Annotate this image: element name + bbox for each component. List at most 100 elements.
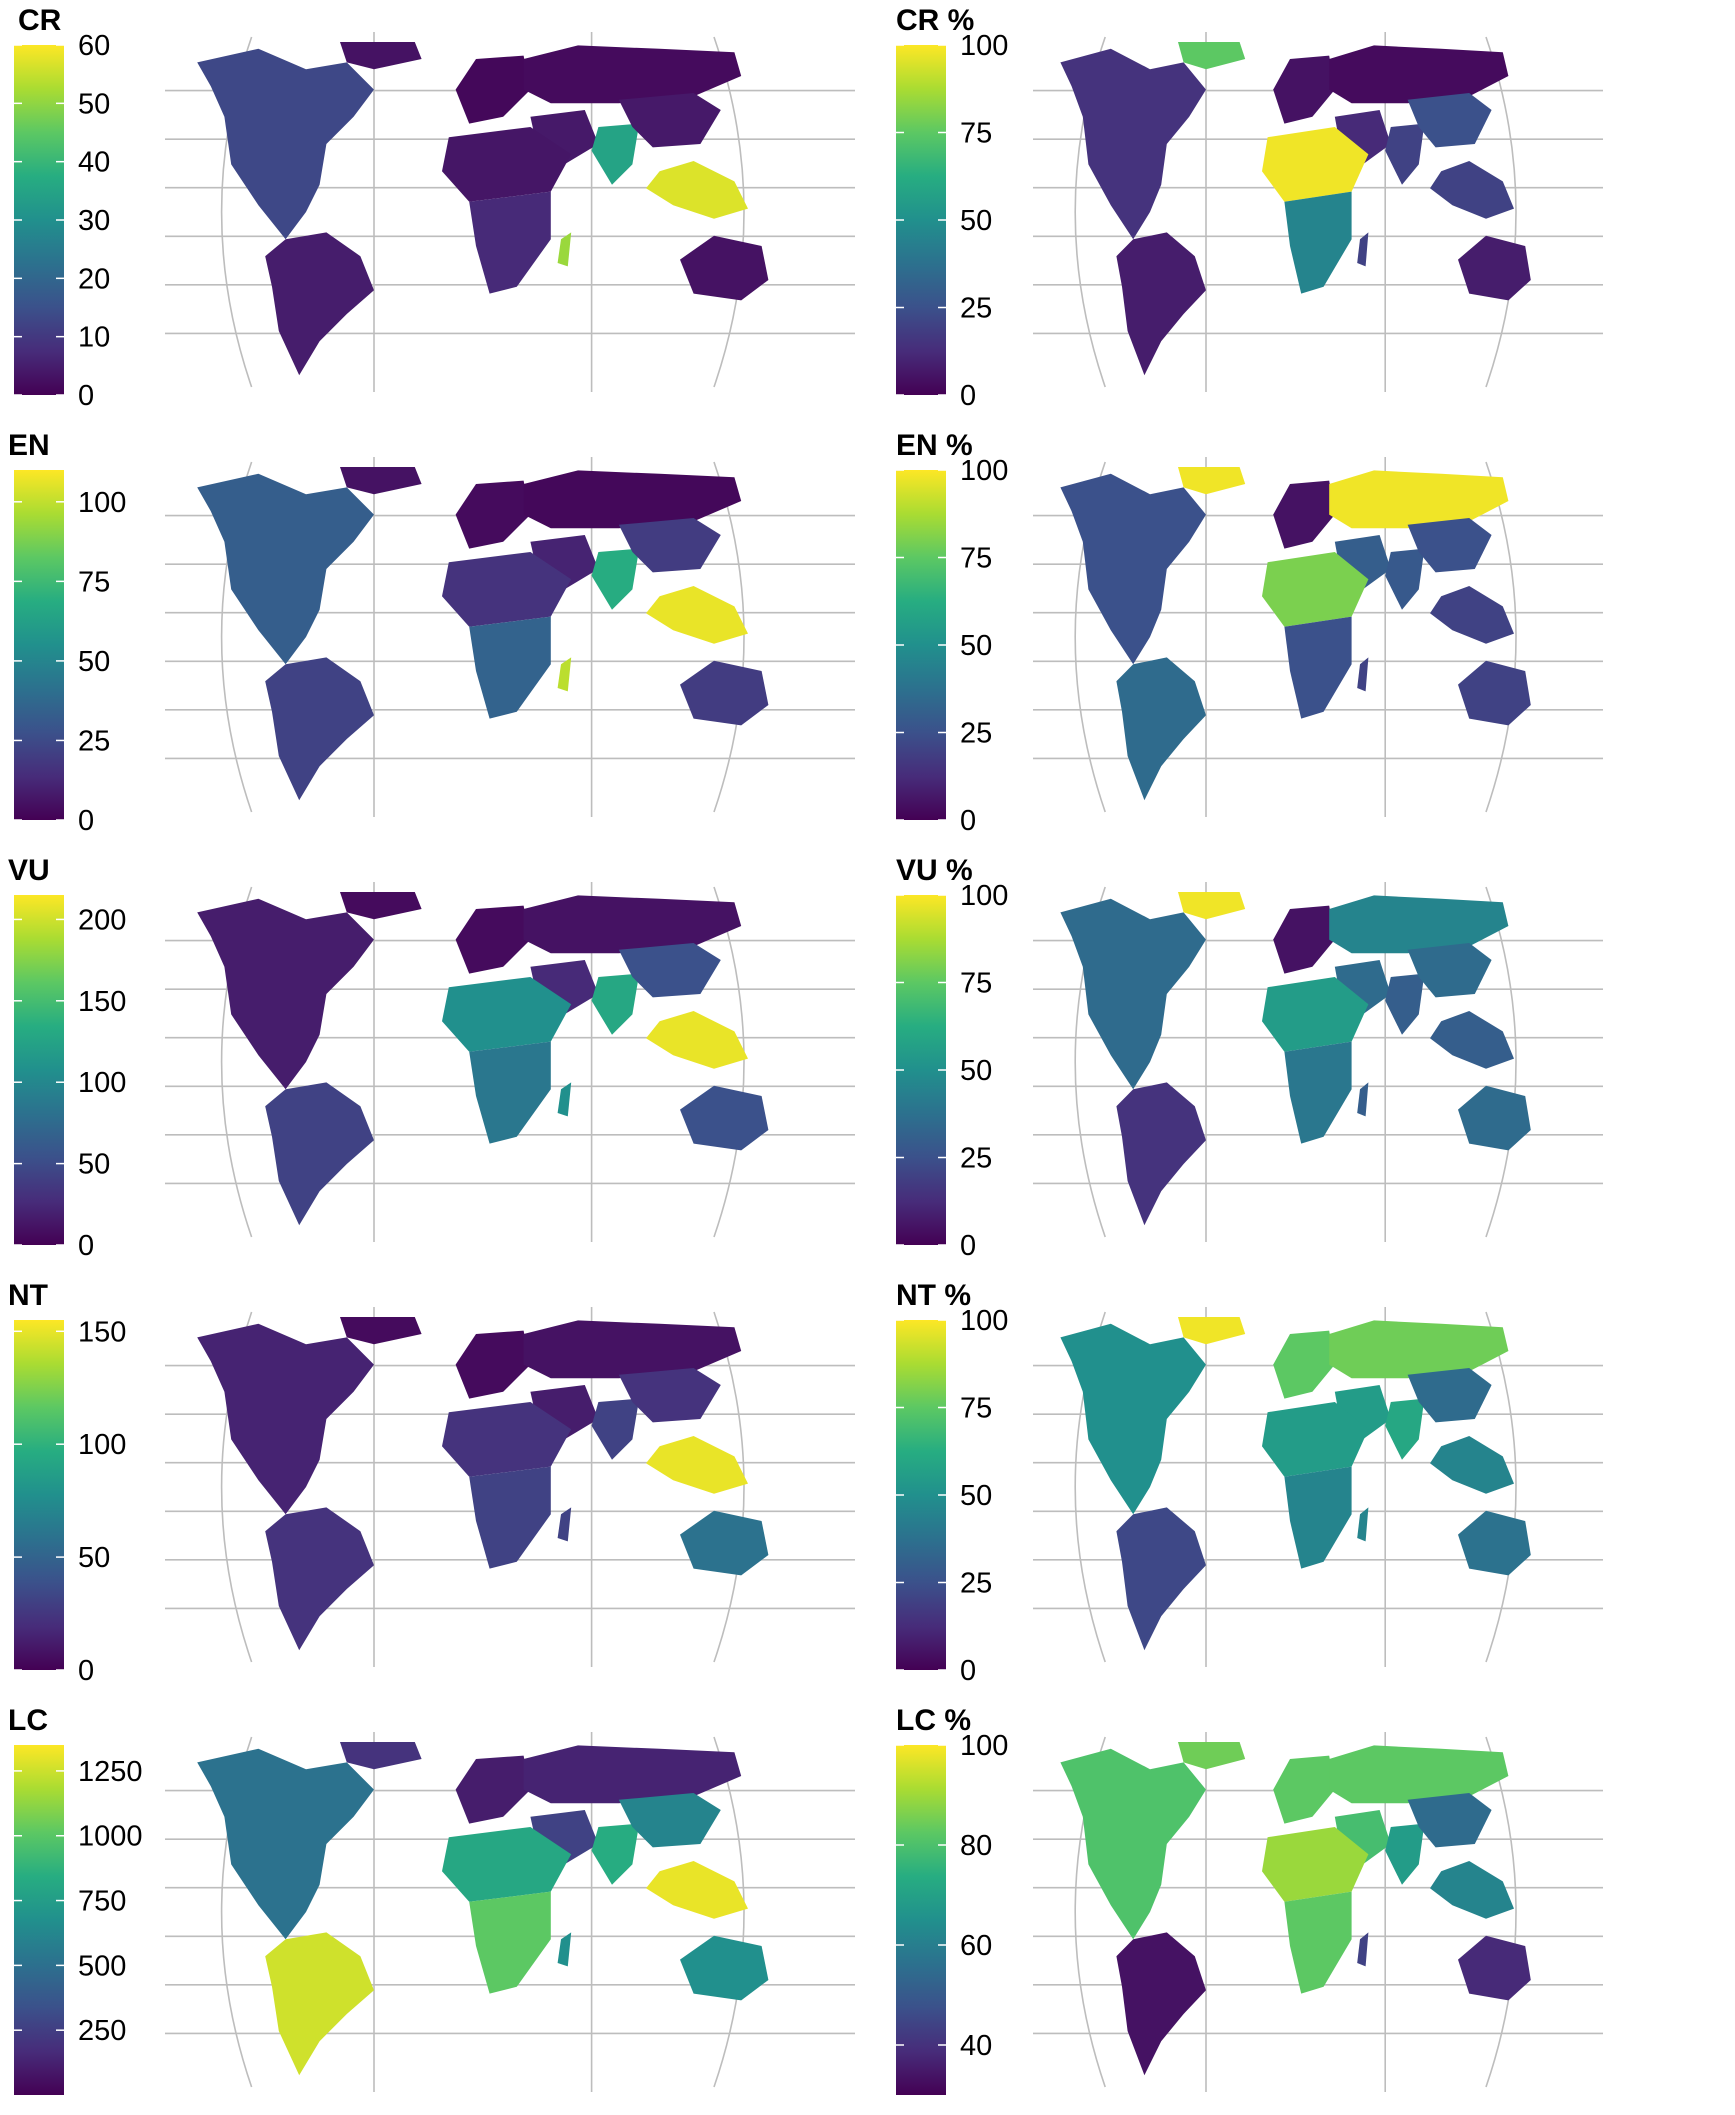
region-aus: [1458, 1935, 1531, 2001]
colorbar-tick-label: 150: [78, 1316, 126, 1348]
region-china: [1407, 1793, 1492, 1848]
colorbar: 0 25 50 75 100: [896, 30, 1008, 412]
colorbar-tick-label: 0: [78, 1230, 94, 1262]
panel-title: VU: [8, 854, 50, 887]
colorbar: 0 25 50 75 100: [896, 1305, 1008, 1687]
colorbar-tick-label: 750: [78, 1886, 126, 1918]
colorbar-tick-label: 100: [960, 1730, 1008, 1762]
graticule-meridian: [713, 36, 745, 388]
region-aus: [1458, 235, 1531, 301]
colorbar: 0 50 100 150 200: [14, 895, 126, 1262]
region-nafrica: [442, 127, 572, 202]
region-nafrica: [442, 977, 572, 1052]
colorbar-tick-label: 1250: [78, 1756, 143, 1788]
panel-title: LC %: [896, 1704, 971, 1737]
region-nafrica: [1262, 1402, 1369, 1477]
panel-lc-percent: LC % 40 60 80 100: [896, 1704, 1603, 2095]
region-safrica: [469, 1466, 551, 1569]
region-na: [1060, 473, 1206, 665]
region-nafrica: [1262, 552, 1369, 627]
region-eur: [1273, 1330, 1335, 1399]
region-safrica: [1284, 1466, 1352, 1569]
colorbar-tick-label: 250: [78, 2015, 126, 2047]
panel-title: EN %: [896, 429, 973, 462]
colorbar-tick-label: 80: [960, 1830, 992, 1862]
panel-title: EN: [8, 429, 50, 462]
region-china: [1407, 1368, 1492, 1423]
colorbar-tick-label: 25: [960, 718, 992, 750]
region-sa: [265, 232, 374, 376]
region-nafrica: [1262, 977, 1369, 1052]
region-sa: [1116, 1932, 1206, 2076]
region-madag: [1357, 232, 1369, 267]
region-madag: [1357, 1082, 1369, 1117]
region-rus: [523, 895, 742, 954]
region-madag: [1357, 1507, 1369, 1542]
colorbar-tick-label: 50: [78, 646, 110, 678]
region-seasia: [646, 1436, 748, 1494]
region-safrica: [469, 616, 551, 719]
colorbar-tick-label: 50: [960, 205, 992, 237]
colorbar: 0 25 50 75 100: [896, 880, 1008, 1262]
region-seasia: [1430, 161, 1514, 219]
graticule-meridian: [1485, 886, 1517, 1238]
colorbar-tick-label: 75: [960, 968, 992, 1000]
colorbar-tick-label: 60: [78, 30, 110, 62]
region-nafrica: [442, 1827, 572, 1902]
region-safrica: [469, 1041, 551, 1144]
region-greenland: [1178, 1317, 1246, 1345]
region-china: [1407, 943, 1492, 998]
region-china: [618, 518, 721, 573]
colorbar-tick-label: 0: [960, 805, 976, 837]
region-india: [591, 123, 640, 185]
colorbar-gradient: [14, 1320, 64, 1670]
colorbar-tick-label: 40: [78, 147, 110, 179]
region-eur: [455, 1330, 531, 1399]
region-aus: [680, 1085, 769, 1151]
region-madag: [557, 1932, 572, 1967]
region-aus: [1458, 1085, 1531, 1151]
region-sa: [1116, 1507, 1206, 1651]
world-map: [1060, 42, 1531, 376]
region-seasia: [646, 1861, 748, 1919]
graticule-meridian: [713, 1311, 745, 1663]
colorbar-tick-label: 0: [960, 380, 976, 412]
colorbar-tick-label: 25: [960, 1568, 992, 1600]
colorbar: 0 25 50 75 100: [896, 455, 1008, 837]
region-rus: [1329, 1745, 1509, 1804]
region-rus: [523, 1745, 742, 1804]
colorbar-tick-label: 75: [960, 543, 992, 575]
colorbar-tick-label: 150: [78, 986, 126, 1018]
colorbar-tick-label: 75: [78, 566, 110, 598]
region-india: [1385, 123, 1425, 185]
region-madag: [557, 232, 572, 267]
colorbar-tick-label: 0: [78, 380, 94, 412]
world-map: [197, 1317, 769, 1651]
world-map: [197, 1742, 769, 2076]
region-india: [591, 973, 640, 1035]
colorbar-tick-label: 50: [960, 1480, 992, 1512]
colorbar-gradient: [896, 1745, 946, 2095]
graticule-meridian: [1485, 1311, 1517, 1663]
colorbar-gradient: [14, 1745, 64, 2095]
region-safrica: [1284, 1041, 1352, 1144]
region-greenland: [1178, 1742, 1246, 1770]
graticule-meridian: [1485, 36, 1517, 388]
colorbar-tick-label: 100: [78, 1067, 126, 1099]
region-safrica: [469, 191, 551, 294]
region-india: [1385, 1398, 1425, 1460]
region-na: [1060, 48, 1206, 240]
colorbar-tick-label: 500: [78, 1950, 126, 1982]
region-seasia: [1430, 586, 1514, 644]
colorbar-tick-label: 50: [960, 1055, 992, 1087]
colorbar-tick-label: 75: [960, 1393, 992, 1425]
region-safrica: [469, 1891, 551, 1994]
panel-title: NT %: [896, 1279, 971, 1312]
region-india: [591, 548, 640, 610]
panel-nt-percent: NT % 0 25 50 75 100: [896, 1279, 1603, 1687]
region-greenland: [340, 1742, 422, 1770]
colorbar-tick-label: 0: [78, 805, 94, 837]
panel-vu-percent: VU % 0 25 50 75 100: [896, 854, 1603, 1262]
region-nafrica: [1262, 127, 1369, 202]
